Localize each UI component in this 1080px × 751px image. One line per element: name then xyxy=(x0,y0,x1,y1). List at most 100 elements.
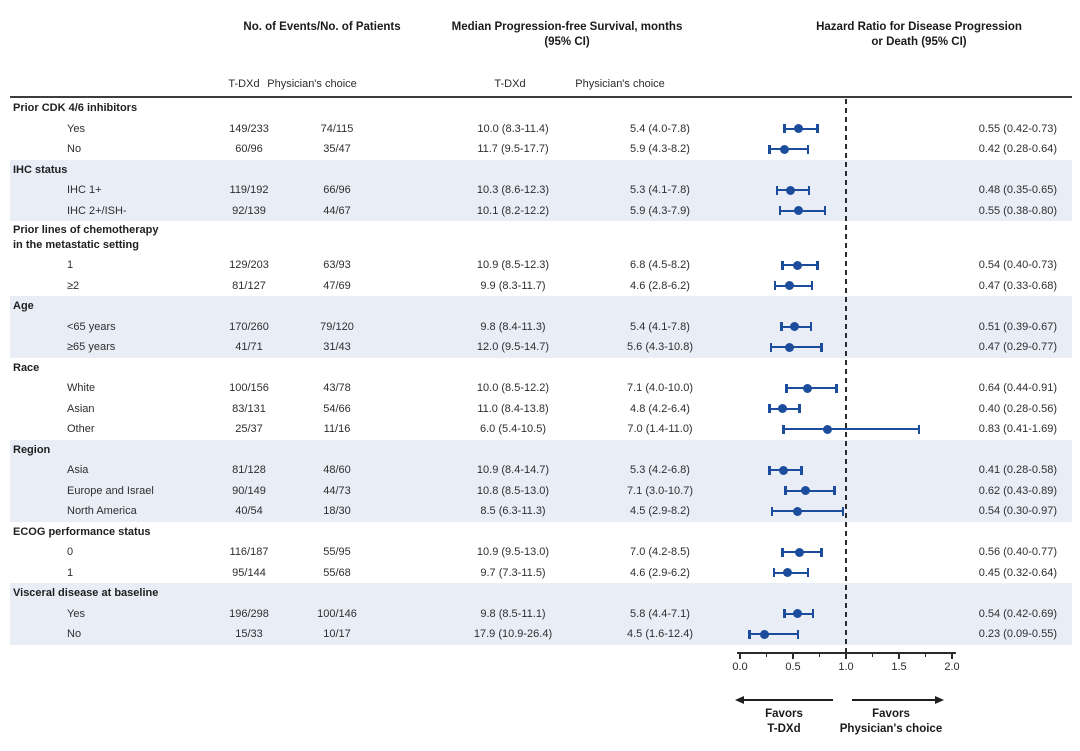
subheader-events-tdxd: T-DXd xyxy=(228,78,260,90)
hr-point-marker xyxy=(785,342,795,352)
hazard-ratio-cell: 0.83 (0.41-1.69) xyxy=(978,423,1057,435)
hazard-ratio-cell: 0.45 (0.32-0.64) xyxy=(978,566,1057,579)
group-label-line: Prior CDK 4/6 inhibitors xyxy=(13,102,138,114)
subgroup-row: ≥2 81/127 47/69 9.9 (8.3-11.7) 4.6 (2.8-6.2)… xyxy=(10,276,1072,297)
events-physicians-choice-cell: 74/115 xyxy=(320,122,354,135)
subheader-events-physicians-choice: Physician's choice xyxy=(267,78,357,90)
events-physicians-choice-cell: 44/67 xyxy=(323,204,351,217)
events-physicians-choice-cell: 79/120 xyxy=(320,320,354,333)
pfs-physicians-choice-cell: 4.6 (2.8-6.2) xyxy=(630,279,690,292)
events-tdxd-cell: 25/37 xyxy=(235,423,263,435)
pfs-physicians-choice-cell: 5.3 (4.1-7.8) xyxy=(630,184,690,196)
hazard-ratio-cell: 0.47 (0.29-0.77) xyxy=(978,341,1057,353)
subgroup-label: IHC 2+/ISH- xyxy=(67,204,127,217)
ci-whisker xyxy=(749,633,799,636)
events-physicians-choice-cell: 35/47 xyxy=(323,143,351,155)
pfs-physicians-choice-cell: 5.9 (4.3-8.2) xyxy=(630,143,690,155)
ci-cap-low xyxy=(768,465,771,475)
header-divider-rule xyxy=(10,96,1072,98)
ci-cap-low xyxy=(783,124,786,134)
events-physicians-choice-cell: 54/66 xyxy=(323,402,351,415)
pfs-tdxd-cell: 6.0 (5.4-10.5) xyxy=(479,423,547,435)
subgroup-label: White xyxy=(67,382,96,394)
axis-tick-label: 1.0 xyxy=(838,661,854,673)
hr-point-marker xyxy=(786,185,796,195)
ci-cap-low xyxy=(769,342,772,352)
hazard-ratio-cell: 0.56 (0.40-0.77) xyxy=(978,546,1057,558)
subgroup-label: Yes xyxy=(67,607,85,620)
pfs-physicians-choice-cell: 5.4 (4.1-7.8) xyxy=(630,320,690,333)
hr-point-marker xyxy=(777,404,787,414)
axis-minor-tick xyxy=(924,653,927,657)
subgroup-label: Europe and Israel xyxy=(67,484,154,497)
favors-physicians-choice-arrow xyxy=(852,695,944,704)
hr-point-marker xyxy=(792,609,802,619)
events-tdxd-cell: 119/192 xyxy=(229,184,269,196)
ci-cap-high xyxy=(820,342,823,352)
pfs-physicians-choice-cell: 7.1 (4.0-10.0) xyxy=(626,382,694,394)
events-physicians-choice-cell: 47/69 xyxy=(323,279,351,292)
ci-cap-high xyxy=(841,506,844,516)
events-tdxd-cell: 81/128 xyxy=(232,464,266,476)
axis-minor-tick xyxy=(765,653,768,657)
hr-point-marker xyxy=(793,206,803,216)
pfs-tdxd-cell: 10.8 (8.5-13.0) xyxy=(476,484,550,497)
column-header-pfs: Median Progression-free Survival, months… xyxy=(407,20,727,50)
column-header-hr-line1: Hazard Ratio for Disease Progression xyxy=(816,21,1022,33)
subgroup-row: 1 95/144 55/68 9.7 (7.3-11.5) 4.6 (2.9-6.2) 0… xyxy=(10,563,1072,584)
pfs-tdxd-cell: 10.0 (8.5-12.2) xyxy=(476,382,550,394)
hazard-ratio-cell: 0.42 (0.28-0.64) xyxy=(978,143,1057,155)
hazard-ratio-cell: 0.51 (0.39-0.67) xyxy=(978,320,1057,333)
pfs-tdxd-cell: 12.0 (9.5-14.7) xyxy=(476,341,550,353)
ci-cap-low xyxy=(770,506,773,516)
axis-major-tick xyxy=(792,653,794,659)
pfs-tdxd-cell: 10.9 (8.5-12.3) xyxy=(476,259,550,271)
ci-cap-high xyxy=(806,568,810,578)
ci-cap-high xyxy=(806,144,810,154)
events-tdxd-cell: 81/127 xyxy=(232,279,266,292)
ci-cap-low xyxy=(772,568,776,578)
subgroup-label: ≥65 years xyxy=(67,341,116,353)
ci-cap-high xyxy=(798,404,801,414)
pfs-physicians-choice-cell: 7.0 (4.2-8.5) xyxy=(630,546,690,558)
events-tdxd-cell: 41/71 xyxy=(235,341,263,353)
subgroup-row: Other 25/37 11/16 6.0 (5.4-10.5) 7.0 (1.4-11… xyxy=(10,419,1072,440)
ci-cap-low xyxy=(748,629,751,639)
subgroup-row: Asia 81/128 48/60 10.9 (8.4-14.7) 5.3 (4.2-6… xyxy=(10,460,1072,481)
subgroup-label: No xyxy=(67,143,82,155)
group-header-row: Prior CDK 4/6 inhibitors xyxy=(10,98,1072,119)
ci-cap-high xyxy=(800,465,803,475)
pfs-physicians-choice-cell: 4.5 (2.9-8.2) xyxy=(630,505,690,517)
hr-point-marker xyxy=(801,486,811,496)
hr-point-marker xyxy=(783,568,793,578)
hr-point-marker xyxy=(793,124,803,134)
pfs-tdxd-cell: 9.8 (8.5-11.1) xyxy=(480,607,546,620)
hazard-ratio-cell: 0.55 (0.38-0.80) xyxy=(978,204,1057,217)
pfs-physicians-choice-cell: 7.0 (1.4-11.0) xyxy=(627,423,693,435)
events-physicians-choice-cell: 31/43 xyxy=(323,341,351,353)
ci-cap-low xyxy=(782,424,785,434)
subgroup-label: 1 xyxy=(67,566,74,579)
subgroup-table: Prior CDK 4/6 inhibitors Yes 149/233 74/115… xyxy=(10,98,1072,645)
hazard-ratio-cell: 0.64 (0.44-0.91) xyxy=(978,382,1057,394)
subgroup-row: IHC 2+/ISH- 92/139 44/67 10.1 (8.2-12.2) 5.9… xyxy=(10,200,1072,221)
ci-cap-low xyxy=(783,609,786,619)
events-tdxd-cell: 40/54 xyxy=(235,505,263,517)
column-header-hr-line2: or Death (95% CI) xyxy=(871,36,967,48)
pfs-physicians-choice-cell: 5.4 (4.0-7.8) xyxy=(630,122,690,135)
group-header-row: Prior lines of chemotherapy in the metast… xyxy=(10,221,1072,255)
ci-cap-high xyxy=(820,547,823,557)
events-physicians-choice-cell: 100/146 xyxy=(317,607,357,620)
ci-cap-low xyxy=(768,144,771,154)
ci-cap-high xyxy=(797,629,800,639)
group-header-row: Region xyxy=(10,439,1072,460)
group-label-line: Race xyxy=(13,361,40,374)
axis-tick-label: 0.0 xyxy=(732,661,748,673)
events-physicians-choice-cell: 48/60 xyxy=(323,464,351,476)
group-header-row: ECOG performance status xyxy=(10,522,1072,543)
hr-point-marker xyxy=(759,629,769,639)
axis-tick-label: 0.5 xyxy=(785,661,801,673)
subgroup-label: Yes xyxy=(67,122,85,135)
group-label: ECOG performance status xyxy=(13,522,151,543)
pfs-tdxd-cell: 9.8 (8.4-11.3) xyxy=(480,320,546,333)
